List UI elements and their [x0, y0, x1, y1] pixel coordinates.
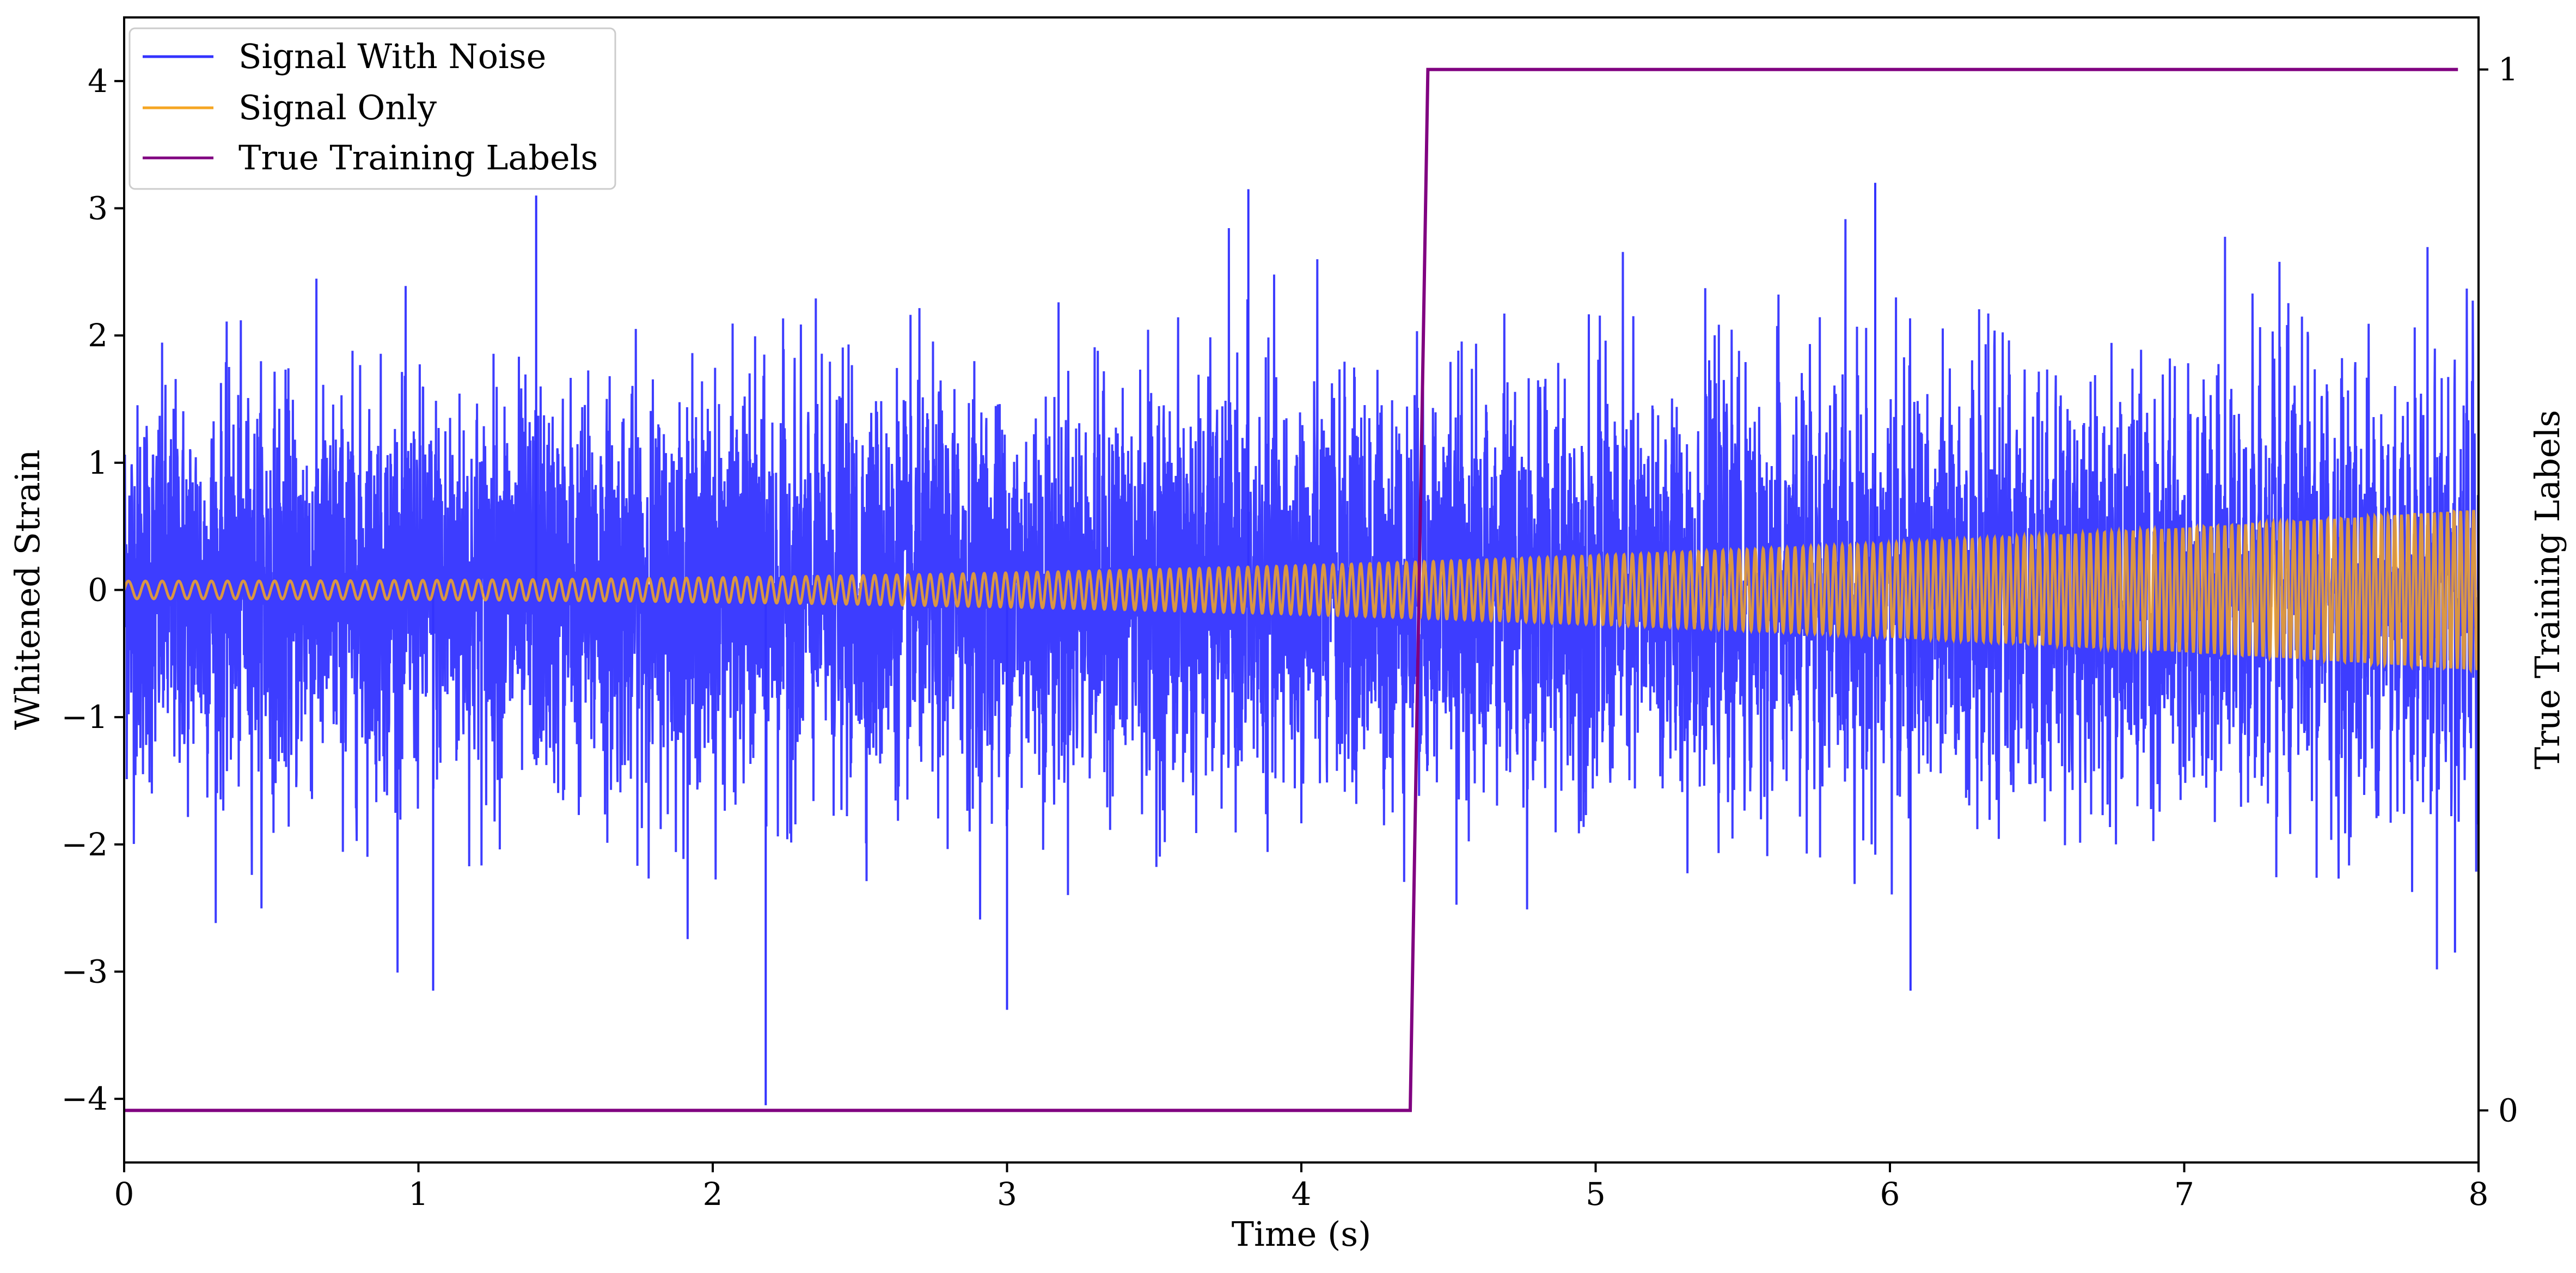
y-tick-label: 2	[88, 317, 108, 354]
x-tick-label: 2	[703, 1176, 723, 1213]
axes-layer: 0 1 2 3 4 5 6 7 8 4 3 2 1 0 −1 −2 −3 −4 1 0	[62, 51, 2518, 1213]
series-line-signal-with-noise	[124, 219, 2479, 973]
plot-layer	[124, 68, 2479, 1112]
y-axis-title: Whitened Strain	[8, 450, 47, 730]
y-tick-label: −2	[62, 826, 108, 863]
series-line-true-training-labels	[124, 68, 2458, 1112]
y-tick-label: 1	[88, 444, 108, 481]
legend: Signal With Noise Signal Only True Train…	[129, 27, 616, 190]
y2-tick-label: 0	[2498, 1092, 2518, 1129]
x-tick-label: 3	[997, 1176, 1017, 1213]
x-tick-label: 6	[1880, 1176, 1900, 1213]
legend-label-signal-only: Signal Only	[238, 88, 437, 127]
legend-label-true-training-labels: True Training Labels	[238, 138, 598, 178]
x-tick-label: 0	[114, 1176, 134, 1213]
x-tick-label: 1	[408, 1176, 429, 1213]
x-tick-label: 5	[1586, 1176, 1606, 1213]
y2-axis-title: True Training Labels	[2528, 410, 2567, 769]
x-axis-title: Time (s)	[1232, 1214, 1372, 1254]
x-tick-label: 7	[2174, 1176, 2194, 1213]
y-tick-label: 4	[88, 63, 108, 100]
y-tick-label: 3	[88, 190, 108, 227]
legend-box	[129, 27, 616, 190]
series-line-signal-only	[124, 509, 2479, 674]
y2-tick-label: 1	[2498, 51, 2518, 88]
legend-label-signal-with-noise: Signal With Noise	[238, 36, 546, 76]
y-tick-label: 0	[88, 572, 108, 609]
y-tick-label: −1	[62, 699, 108, 736]
y-tick-label: −4	[62, 1080, 108, 1117]
x-tick-label: 4	[1292, 1176, 1312, 1213]
y-tick-label: −3	[62, 953, 108, 990]
x-tick-label: 8	[2469, 1176, 2489, 1213]
